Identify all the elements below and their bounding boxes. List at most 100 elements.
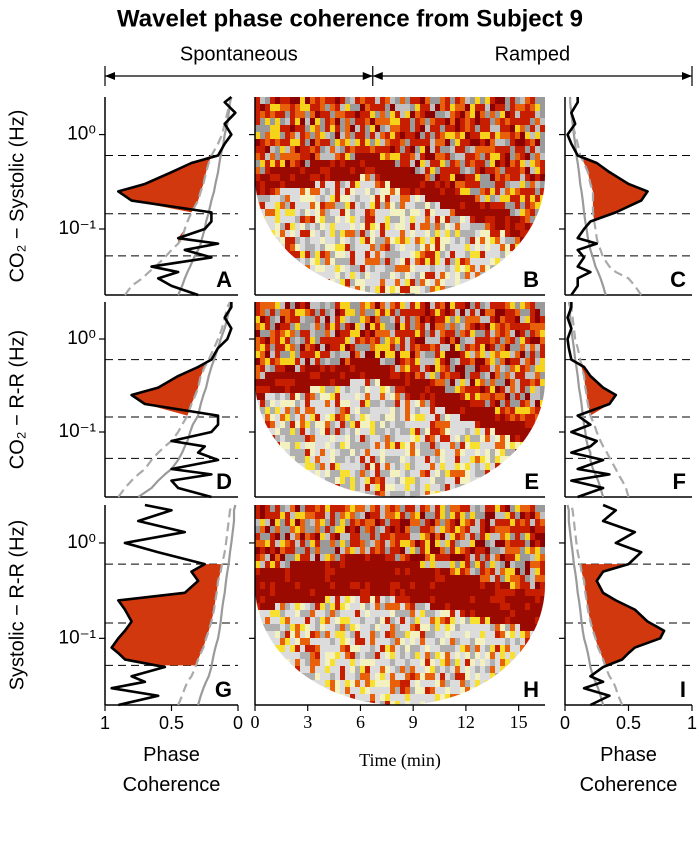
heat-cell <box>470 547 476 555</box>
heat-cell <box>465 687 471 695</box>
heat-cell <box>310 146 316 154</box>
heat-cell <box>445 624 451 632</box>
heat-cell <box>300 272 306 280</box>
heat-cell <box>470 181 476 189</box>
heat-cell <box>265 216 271 224</box>
heat-cell <box>390 421 396 429</box>
heat-cell <box>310 568 316 576</box>
heat-cell <box>535 132 541 140</box>
heat-cell <box>405 442 411 450</box>
heat-cell <box>335 293 341 295</box>
heat-cell <box>280 414 286 422</box>
heat-cell <box>405 547 411 555</box>
heat-cell <box>405 470 411 478</box>
heat-cell <box>315 272 321 280</box>
heat-cell <box>380 160 386 168</box>
heat-cell <box>500 309 506 317</box>
heat-cell <box>525 251 531 259</box>
heat-cell <box>375 344 381 352</box>
heat-cell <box>480 400 486 408</box>
heat-cell <box>450 330 456 338</box>
heat-cell <box>385 316 391 324</box>
heat-cell <box>325 484 331 492</box>
heat-cell <box>395 279 401 287</box>
heat-cell <box>425 316 431 324</box>
heat-cell <box>355 379 361 387</box>
heat-cell <box>375 132 381 140</box>
heat-cell <box>520 316 526 324</box>
heat-cell <box>285 596 291 604</box>
heat-cell <box>355 111 361 119</box>
heat-cell <box>445 687 451 695</box>
heat-cell <box>340 561 346 569</box>
heat-cell <box>400 386 406 394</box>
heat-cell <box>330 638 336 646</box>
heat-cell <box>540 132 545 140</box>
heat-cell <box>535 223 541 231</box>
heat-cell <box>375 617 381 625</box>
heat-cell <box>315 230 321 238</box>
heat-cell <box>445 132 451 140</box>
heat-cell <box>445 673 451 681</box>
heat-cell <box>445 603 451 611</box>
heat-cell <box>410 414 416 422</box>
heat-cell <box>260 265 266 273</box>
heat-cell <box>370 519 376 527</box>
heat-cell <box>515 272 521 280</box>
heat-cell <box>430 237 436 245</box>
heat-cell <box>360 519 366 527</box>
heat-cell <box>385 251 391 259</box>
heat-cell <box>275 624 281 632</box>
heat-cell <box>530 344 536 352</box>
heat-cell <box>310 132 316 140</box>
heat-cell <box>295 160 301 168</box>
heat-cell <box>445 526 451 534</box>
heat-cell <box>425 554 431 562</box>
heat-cell <box>265 407 271 415</box>
heat-cell <box>410 652 416 660</box>
heat-cell <box>430 603 436 611</box>
heat-cell <box>505 386 511 394</box>
heat-cell <box>510 302 516 310</box>
heat-cell <box>485 223 491 231</box>
heat-cell <box>305 97 311 105</box>
heat-cell <box>510 512 516 520</box>
heat-cell <box>475 540 481 548</box>
heat-cell <box>310 645 316 653</box>
heat-cell <box>490 286 496 294</box>
heat-cell <box>370 272 376 280</box>
heat-cell <box>345 365 351 373</box>
heat-cell <box>265 470 271 478</box>
heat-cell <box>480 638 486 646</box>
heat-cell <box>425 435 431 443</box>
heat-cell <box>440 582 446 590</box>
heat-cell <box>275 631 281 639</box>
heat-cell <box>350 265 356 273</box>
heat-cell <box>490 582 496 590</box>
heat-cell <box>540 153 545 161</box>
heat-cell <box>400 666 406 674</box>
heat-cell <box>445 540 451 548</box>
heat-cell <box>495 351 501 359</box>
heat-cell <box>335 272 341 280</box>
heat-cell <box>345 223 351 231</box>
heat-cell <box>330 209 336 217</box>
heat-cell <box>440 575 446 583</box>
heat-cell <box>540 505 545 513</box>
heat-cell <box>490 512 496 520</box>
heat-cell <box>295 139 301 147</box>
heat-cell <box>320 596 326 604</box>
heat-cell <box>500 279 506 287</box>
heat-cell <box>280 652 286 660</box>
heat-cell <box>480 421 486 429</box>
heat-cell <box>390 251 396 259</box>
heat-cell <box>440 265 446 273</box>
heat-cell <box>535 540 541 548</box>
heat-cell <box>420 393 426 401</box>
heat-cell <box>300 230 306 238</box>
heat-cell <box>290 568 296 576</box>
heat-cell <box>385 540 391 548</box>
heat-cell <box>390 160 396 168</box>
heat-cell <box>385 358 391 366</box>
heat-cell <box>370 118 376 126</box>
